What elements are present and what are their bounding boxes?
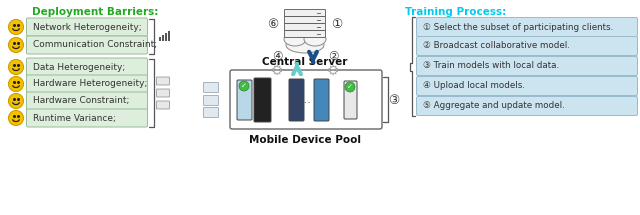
Text: Hardware Heterogeneity;: Hardware Heterogeneity; — [33, 80, 147, 89]
FancyBboxPatch shape — [289, 79, 304, 121]
Ellipse shape — [284, 32, 306, 46]
Text: ①: ① — [332, 18, 342, 32]
Text: ✓: ✓ — [347, 84, 353, 90]
FancyBboxPatch shape — [285, 9, 326, 17]
Text: ⚙: ⚙ — [271, 64, 284, 78]
FancyBboxPatch shape — [26, 109, 147, 127]
Text: Deployment Barriers:: Deployment Barriers: — [32, 7, 158, 17]
Text: Network Heterogeneity;: Network Heterogeneity; — [33, 23, 141, 32]
Circle shape — [345, 82, 355, 92]
Text: ⚙: ⚙ — [327, 64, 339, 78]
FancyBboxPatch shape — [314, 79, 329, 121]
FancyBboxPatch shape — [26, 92, 147, 110]
Text: Communication Constraint;: Communication Constraint; — [33, 40, 157, 49]
Text: ...: ... — [301, 95, 312, 105]
FancyBboxPatch shape — [344, 81, 357, 119]
FancyBboxPatch shape — [417, 17, 637, 37]
FancyBboxPatch shape — [157, 77, 170, 85]
FancyBboxPatch shape — [204, 108, 218, 118]
FancyBboxPatch shape — [26, 58, 147, 76]
FancyBboxPatch shape — [204, 95, 218, 106]
Circle shape — [8, 20, 24, 34]
FancyBboxPatch shape — [417, 37, 637, 55]
Circle shape — [8, 94, 24, 109]
Ellipse shape — [286, 37, 324, 53]
Circle shape — [8, 37, 24, 52]
Text: Hardware Constraint;: Hardware Constraint; — [33, 97, 129, 106]
Text: Central Server: Central Server — [262, 57, 348, 67]
FancyBboxPatch shape — [26, 75, 147, 93]
FancyBboxPatch shape — [26, 36, 147, 54]
Bar — [168, 31, 170, 41]
FancyBboxPatch shape — [26, 18, 147, 36]
Text: Runtime Variance;: Runtime Variance; — [33, 114, 116, 123]
FancyBboxPatch shape — [157, 89, 170, 97]
Text: ① Select the subset of participating clients.: ① Select the subset of participating cli… — [423, 23, 613, 32]
Ellipse shape — [304, 32, 326, 46]
Bar — [165, 33, 167, 41]
FancyBboxPatch shape — [204, 83, 218, 92]
Text: Data Heterogeneity;: Data Heterogeneity; — [33, 63, 125, 72]
FancyBboxPatch shape — [254, 78, 271, 122]
FancyBboxPatch shape — [285, 17, 326, 23]
FancyBboxPatch shape — [285, 31, 326, 37]
Text: ④ Upload local models.: ④ Upload local models. — [423, 81, 525, 91]
Text: ⑥: ⑥ — [268, 18, 278, 32]
Text: Mobile Device Pool: Mobile Device Pool — [249, 135, 361, 145]
Circle shape — [239, 81, 249, 91]
Text: ② Broadcast collaborative model.: ② Broadcast collaborative model. — [423, 41, 570, 51]
FancyBboxPatch shape — [417, 77, 637, 95]
Text: ③: ③ — [388, 94, 399, 106]
Text: ✓: ✓ — [241, 83, 247, 89]
FancyBboxPatch shape — [417, 97, 637, 115]
FancyBboxPatch shape — [285, 23, 326, 31]
FancyBboxPatch shape — [237, 80, 252, 120]
Text: ⑤ Aggregate and update model.: ⑤ Aggregate and update model. — [423, 101, 564, 111]
Text: Training Process:: Training Process: — [405, 7, 506, 17]
FancyBboxPatch shape — [417, 57, 637, 75]
Text: ③ Train models with local data.: ③ Train models with local data. — [423, 61, 559, 71]
Circle shape — [8, 111, 24, 126]
FancyBboxPatch shape — [157, 101, 170, 109]
FancyBboxPatch shape — [230, 70, 382, 129]
Bar — [162, 35, 164, 41]
Circle shape — [8, 60, 24, 75]
Text: ②: ② — [328, 51, 339, 63]
Bar — [159, 37, 161, 41]
Text: ④: ④ — [272, 51, 282, 63]
Circle shape — [8, 77, 24, 92]
